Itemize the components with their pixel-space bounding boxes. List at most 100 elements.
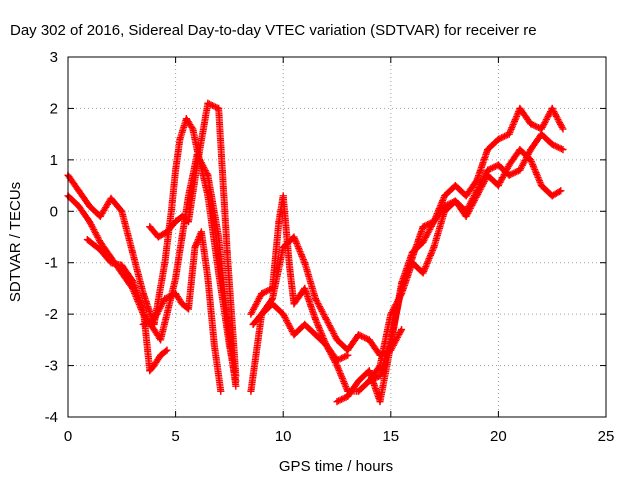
data-point [83, 236, 91, 244]
data-point [247, 310, 255, 318]
data-series [146, 99, 240, 380]
data-point [275, 218, 283, 226]
data-point [494, 182, 502, 190]
data-point [150, 315, 158, 323]
data-point [258, 310, 266, 318]
data-point [129, 277, 137, 285]
data-point [451, 182, 459, 190]
data-point [210, 341, 218, 349]
data-series [365, 146, 565, 385]
data-point [516, 104, 524, 112]
data-point [311, 295, 319, 303]
data-point [462, 212, 470, 220]
x-tick-label: 25 [598, 428, 615, 445]
data-point [548, 140, 556, 148]
x-tick-label: 5 [171, 428, 179, 445]
data-point [398, 326, 406, 334]
data-point [75, 187, 83, 195]
data-point [129, 248, 137, 256]
data-point [557, 187, 565, 195]
data-marker-trace [365, 146, 565, 385]
y-tick-label: -2 [45, 306, 58, 323]
data-point [163, 228, 171, 236]
data-point [462, 192, 470, 200]
data-point [355, 331, 363, 339]
data-point [232, 382, 240, 390]
data-point [161, 295, 169, 303]
data-point [430, 243, 438, 251]
data-point [376, 398, 384, 406]
data-point [172, 218, 180, 226]
data-point [86, 202, 94, 210]
data-point [548, 192, 556, 200]
data-series [139, 228, 225, 395]
data-point [365, 377, 373, 385]
data-point [505, 161, 513, 169]
y-tick-label: 1 [50, 152, 58, 169]
data-point [118, 207, 126, 215]
data-point [419, 269, 427, 277]
data-point [279, 192, 287, 200]
y-tick-label: 2 [50, 100, 58, 117]
data-point [311, 331, 319, 339]
data-point [150, 326, 158, 334]
data-point [301, 259, 309, 267]
data-point [473, 176, 481, 184]
data-point [268, 284, 276, 292]
data-point [376, 362, 384, 370]
data-point [204, 274, 212, 282]
y-tick-label: -4 [45, 409, 58, 426]
x-tick-label: 10 [275, 428, 292, 445]
data-point [178, 233, 186, 241]
data-point [290, 331, 298, 339]
data-point [154, 233, 162, 241]
x-tick-label: 15 [382, 428, 399, 445]
data-point [279, 310, 287, 318]
data-point [163, 346, 171, 354]
data-point [172, 166, 180, 174]
data-point [286, 264, 294, 272]
data-point [96, 246, 104, 254]
chart-title: Day 302 of 2016, Sidereal Day-to-day VTE… [10, 22, 537, 39]
data-point [484, 146, 492, 154]
data-point [376, 372, 384, 380]
data-point [150, 362, 158, 370]
data-point [204, 99, 212, 107]
data-point [191, 243, 199, 251]
data-point [484, 171, 492, 179]
data-point [537, 125, 545, 133]
data-point [197, 228, 205, 236]
data-point [146, 367, 154, 375]
data-point [301, 284, 309, 292]
data-point [247, 387, 255, 395]
y-axis-label: SDTVAR / TECUs [7, 182, 24, 302]
data-point [157, 336, 165, 344]
data-point [344, 392, 352, 400]
data-point [333, 362, 341, 370]
data-point [223, 248, 231, 256]
data-point [441, 207, 449, 215]
data-series [83, 236, 171, 375]
data-point [527, 120, 535, 128]
data-point [268, 300, 276, 308]
data-point [139, 320, 147, 328]
data-point [172, 290, 180, 298]
data-point [172, 274, 180, 282]
data-point [365, 367, 373, 375]
data-point [163, 310, 171, 318]
x-tick-label: 20 [490, 428, 507, 445]
y-tick-label: 3 [50, 49, 58, 66]
data-point [333, 336, 341, 344]
data-point [75, 202, 83, 210]
data-point [176, 135, 184, 143]
data-point [559, 146, 567, 154]
data-point [365, 336, 373, 344]
data-point [408, 248, 416, 256]
data-points [64, 99, 567, 406]
data-point [473, 192, 481, 200]
data-point [96, 212, 104, 220]
data-point [215, 233, 223, 241]
data-point [301, 320, 309, 328]
data-point [419, 238, 427, 246]
